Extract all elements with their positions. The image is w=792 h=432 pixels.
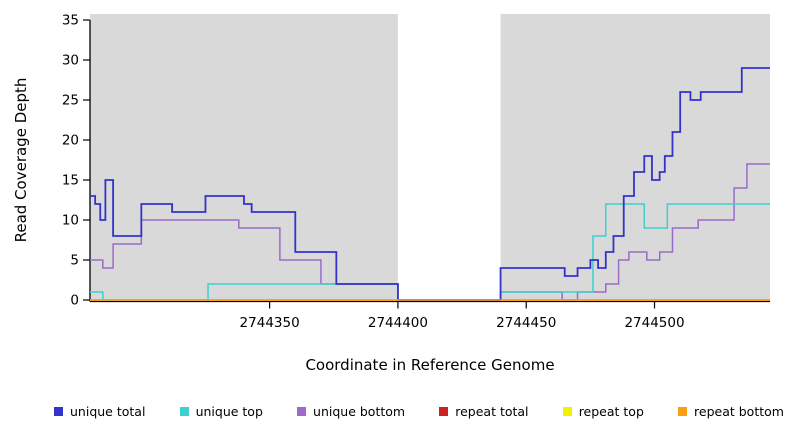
- legend-label: unique top: [195, 403, 263, 419]
- legend-item-unique-total: unique total: [54, 404, 145, 419]
- x-tick-label: 2744350: [240, 315, 300, 331]
- y-tick-label: 5: [70, 253, 79, 269]
- panel-right: [500, 14, 770, 301]
- legend-item-repeat-total: repeat total: [439, 403, 529, 419]
- x-axis-label: Coordinate in Reference Genome: [305, 356, 554, 374]
- series-line-unique-total: [90, 67, 770, 301]
- legend-item-repeat-top: repeat top: [562, 403, 644, 419]
- x-tick-label: 2744450: [496, 315, 556, 331]
- y-tick-label: 10: [62, 213, 79, 229]
- legend-label: unique bottom: [313, 403, 406, 419]
- legend-label: repeat total: [455, 403, 529, 419]
- y-tick-label: 25: [62, 93, 79, 109]
- panel-left: [90, 14, 398, 301]
- legend-item-unique-bottom: unique bottom: [297, 404, 405, 419]
- legend-label: unique total: [70, 403, 146, 419]
- legend-label: repeat bottom: [694, 403, 784, 419]
- legend-item-unique-top: unique top: [179, 403, 263, 419]
- legend-swatch-icon: [562, 406, 572, 416]
- y-tick-label: 30: [62, 53, 79, 69]
- gap-region: [397, 14, 501, 301]
- legend-swatch-icon: [54, 406, 63, 416]
- x-tick-label: 2744500: [624, 315, 684, 331]
- x-tick-label: 2744400: [368, 315, 428, 331]
- series-line-unique-bottom: [90, 163, 770, 301]
- legend-swatch-icon: [179, 406, 189, 416]
- legend-swatch-icon: [678, 406, 688, 416]
- coverage-chart: 0 5 10 15 20 25 30 35 2744350 2744400 2744450 27445…: [12, 13, 770, 374]
- legend-label: repeat top: [578, 403, 644, 419]
- y-tick-label: 20: [62, 133, 79, 149]
- legend-item-repeat-bottom: repeat bottom: [678, 404, 784, 419]
- y-axis-label: Read Coverage Depth: [12, 78, 30, 243]
- chart-legend: unique total unique top unique bottom repea…: [0, 396, 792, 426]
- y-tick-label: 0: [70, 293, 79, 309]
- y-tick-label: 35: [62, 13, 79, 29]
- legend-swatch-icon: [297, 406, 307, 416]
- y-tick-label: 15: [62, 173, 79, 189]
- legend-swatch-icon: [439, 406, 449, 416]
